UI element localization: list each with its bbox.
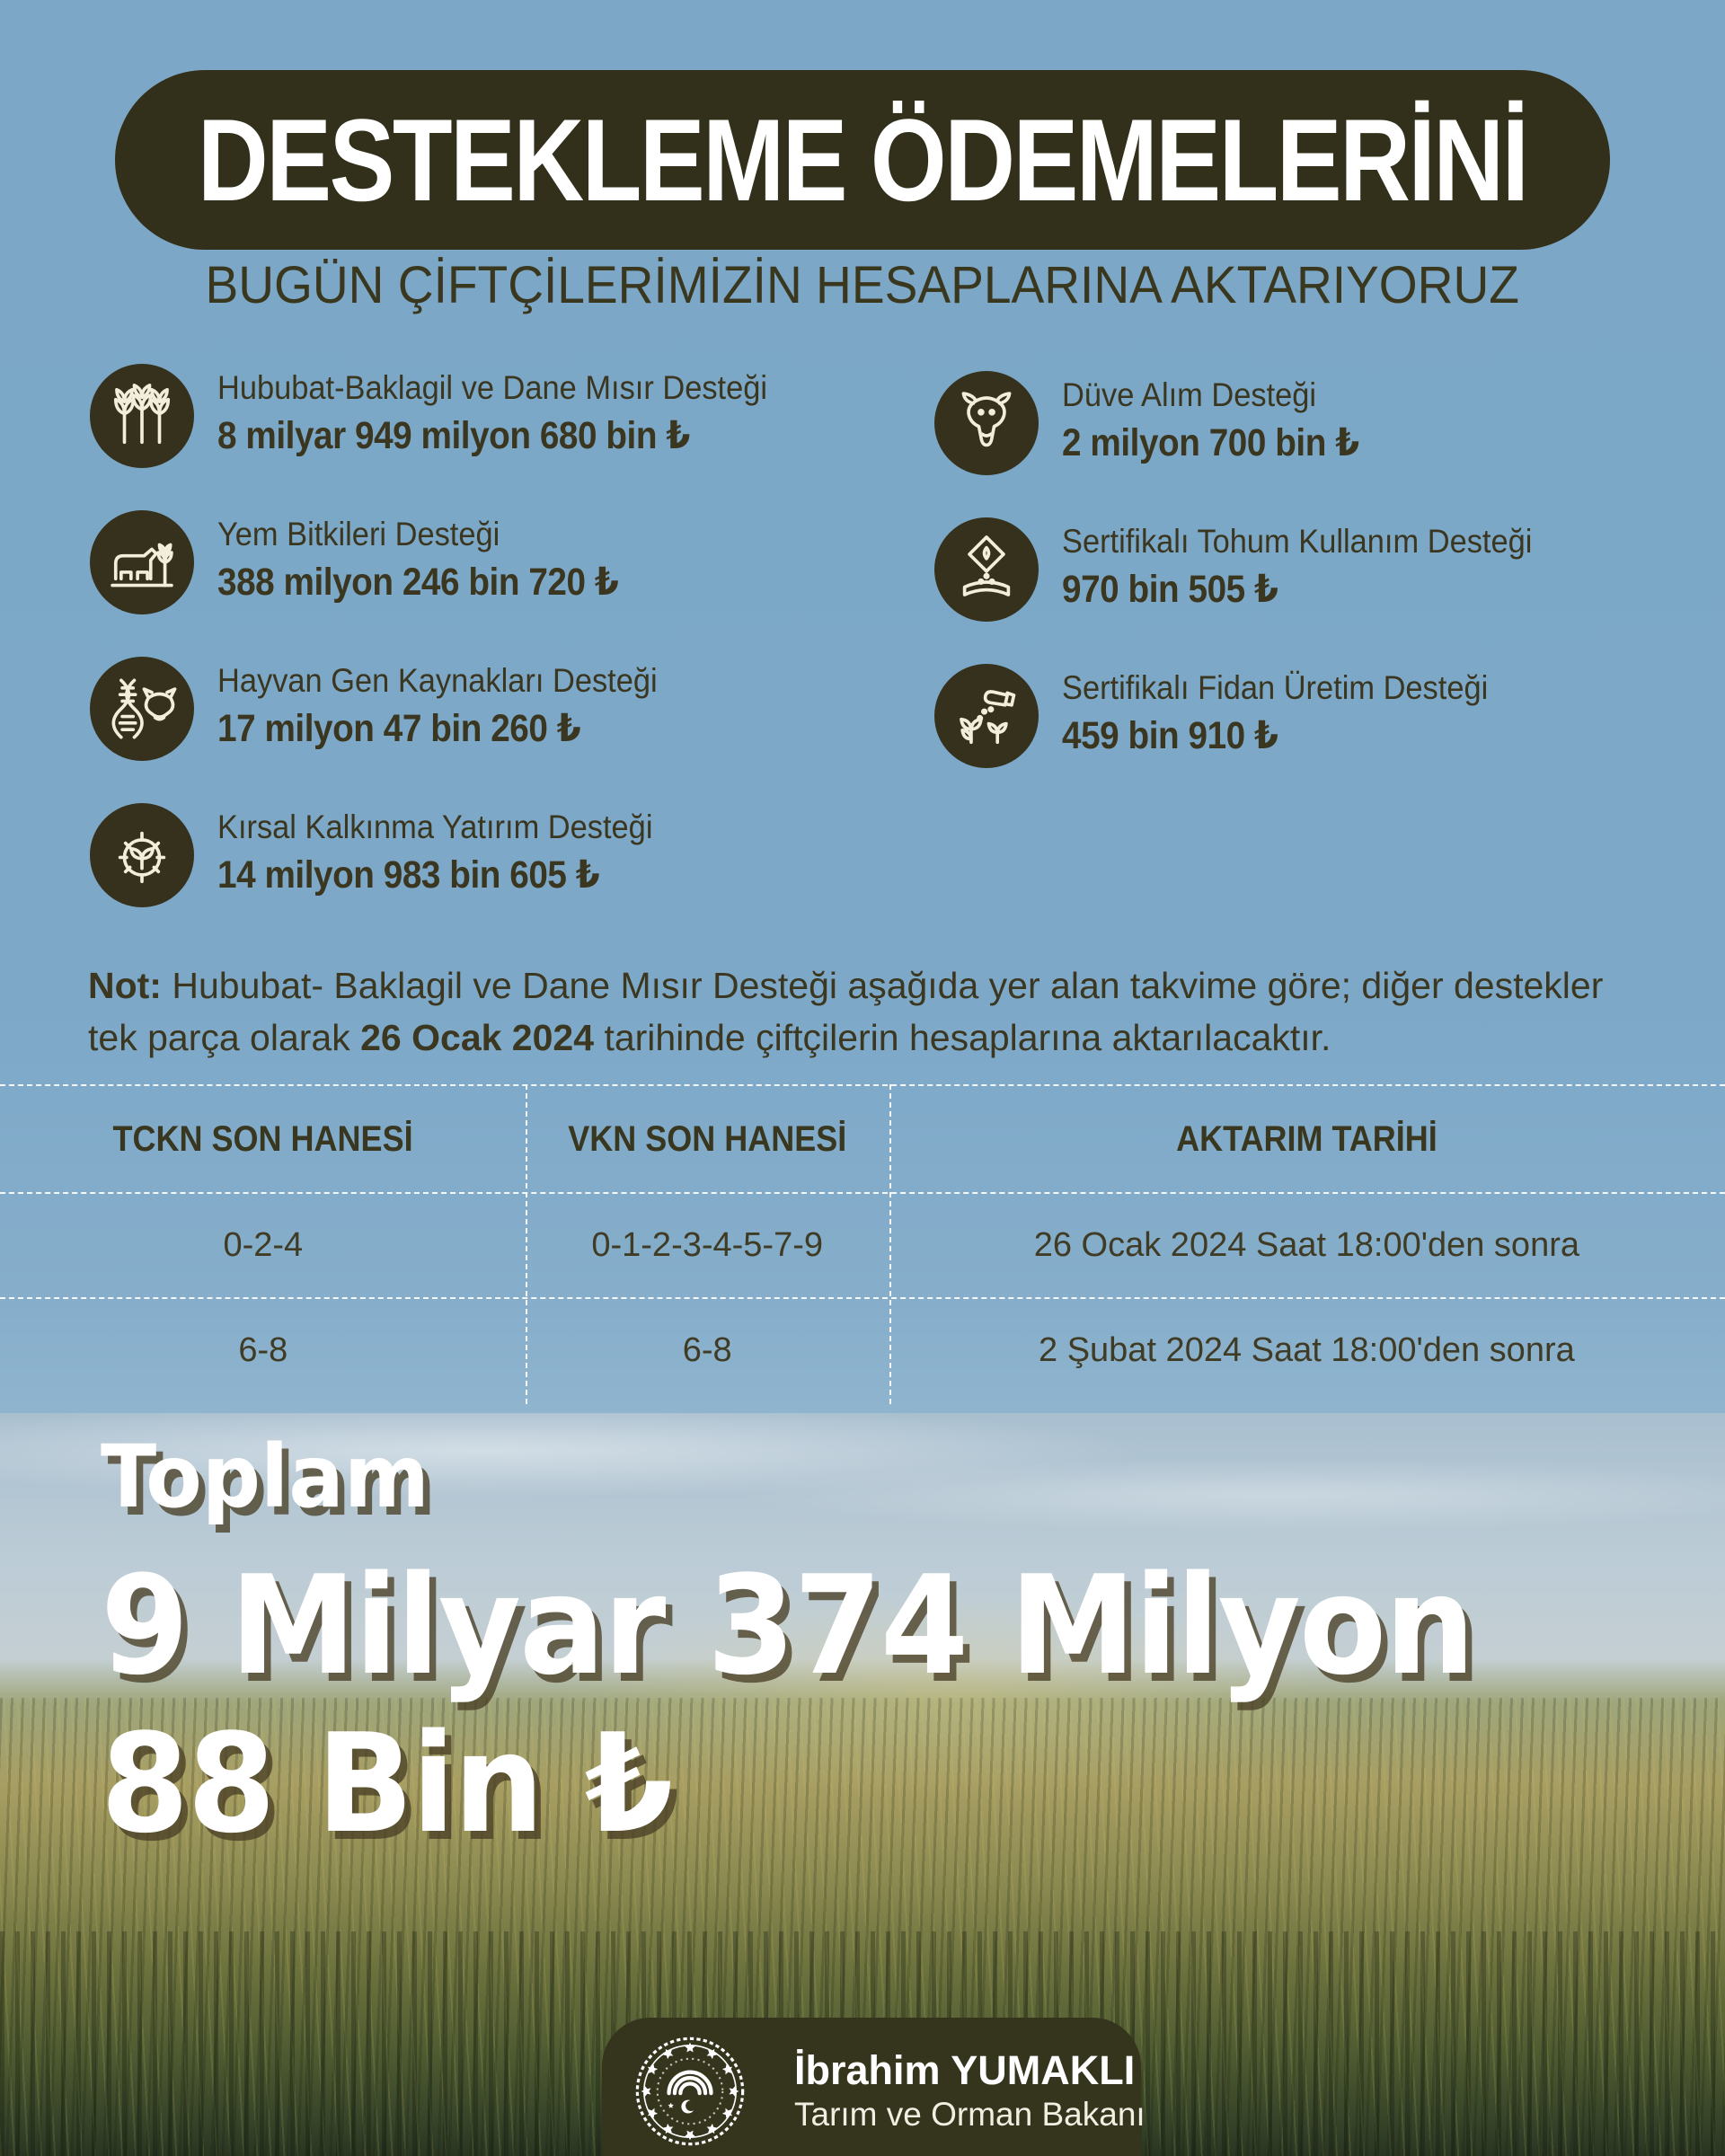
title-banner: DESTEKLEME ÖDEMELERİNİ	[115, 70, 1610, 250]
support-amount: 2 milyon 700 bin ₺	[1062, 421, 1359, 464]
support-items: Hububat-Baklagil ve Dane Mısır Desteği 8…	[90, 364, 1698, 948]
support-label: Sertifikalı Tohum Kullanım Desteği	[1062, 523, 1533, 560]
hand-sowing-icon	[934, 664, 1039, 768]
total-line-2: 88 Bin ₺	[101, 1704, 673, 1863]
table-header-vkn: VKN SON HANESİ	[568, 1118, 847, 1159]
table-cell-vkn: 6-8	[682, 1331, 732, 1369]
total-amount-block: Toplam 9 Milyar 374 Milyon 88 Bin ₺	[101, 1427, 1577, 1863]
table-header-tarih: AKTARIM TARİHİ	[1176, 1118, 1438, 1159]
support-item-yem: Yem Bitkileri Desteği 388 milyon 246 bin…	[90, 510, 880, 657]
table-cell-tckn: 0-2-4	[223, 1226, 304, 1264]
support-item-duve: Düve Alım Desteği 2 milyon 700 bin ₺	[934, 371, 1698, 517]
table-cell-tckn: 6-8	[238, 1331, 288, 1369]
minister-name: İbrahim YUMAKLI	[794, 2047, 1136, 2093]
table-header-row: TCKN SON HANESİ VKN SON HANESİ AKTARIM T…	[0, 1084, 1725, 1192]
support-item-hayvan-gen: Hayvan Gen Kaynakları Desteği 17 milyon …	[90, 657, 880, 803]
support-label: Hayvan Gen Kaynakları Desteği	[217, 662, 658, 699]
total-label: Toplam	[101, 1427, 429, 1527]
ministry-seal-icon	[635, 2037, 745, 2146]
minister-role: Tarım ve Orman Bakanı	[794, 2096, 1146, 2133]
support-amount: 17 milyon 47 bin 260 ₺	[217, 707, 581, 750]
support-label: Sertifikalı Fidan Üretim Desteği	[1062, 669, 1489, 706]
minister-footer: İbrahim YUMAKLI Tarım ve Orman Bakanı	[602, 2018, 1146, 2156]
wheat-icon	[90, 364, 194, 468]
support-column-right: Düve Alım Desteği 2 milyon 700 bin ₺ Ser…	[934, 371, 1698, 810]
page-title: DESTEKLEME ÖDEMELERİNİ	[198, 94, 1529, 225]
support-amount: 459 bin 910 ₺	[1062, 714, 1278, 757]
table-cell-tarih: 26 Ocak 2024 Saat 18:00'den sonra	[1033, 1226, 1579, 1264]
support-amount: 388 milyon 246 bin 720 ₺	[217, 561, 619, 604]
heifer-head-icon	[934, 371, 1039, 475]
seed-packet-icon	[934, 517, 1039, 622]
support-label: Hububat-Baklagil ve Dane Mısır Desteği	[217, 369, 768, 406]
table-divider	[526, 1084, 527, 1404]
table-cell-vkn: 0-1-2-3-4-5-7-9	[591, 1226, 824, 1264]
table-row: 0-2-4 0-1-2-3-4-5-7-9 26 Ocak 2024 Saat …	[0, 1192, 1725, 1297]
support-item-tohum: Sertifikalı Tohum Kullanım Desteği 970 b…	[934, 517, 1698, 664]
cow-grazing-icon	[90, 510, 194, 614]
support-amount: 8 milyar 949 milyon 680 bin ₺	[217, 414, 690, 457]
payment-schedule-table: TCKN SON HANESİ VKN SON HANESİ AKTARIM T…	[0, 1084, 1725, 1404]
gear-sprout-icon	[90, 803, 194, 907]
dna-cow-icon	[90, 657, 194, 761]
support-amount: 970 bin 505 ₺	[1062, 568, 1278, 611]
support-amount: 14 milyon 983 bin 605 ₺	[217, 853, 600, 897]
table-cell-tarih: 2 Şubat 2024 Saat 18:00'den sonra	[1039, 1331, 1575, 1369]
support-item-hububat: Hububat-Baklagil ve Dane Mısır Desteği 8…	[90, 364, 880, 510]
table-header-tckn: TCKN SON HANESİ	[112, 1118, 413, 1159]
support-column-left: Hububat-Baklagil ve Dane Mısır Desteği 8…	[90, 364, 880, 950]
support-label: Kırsal Kalkınma Yatırım Desteği	[217, 808, 653, 845]
support-label: Yem Bitkileri Desteği	[217, 516, 500, 552]
total-line-1: 9 Milyar 374 Milyon	[101, 1546, 1475, 1705]
table-row: 6-8 6-8 2 Şubat 2024 Saat 18:00'den sonr…	[0, 1297, 1725, 1402]
page-subtitle: BUGÜN ÇİFTÇİLERİMİZİN HESAPLARINA AKTARI…	[205, 256, 1520, 314]
support-item-fidan: Sertifikalı Fidan Üretim Desteği 459 bin…	[934, 664, 1698, 810]
support-item-kirsal: Kırsal Kalkınma Yatırım Desteği 14 milyo…	[90, 803, 880, 950]
payment-note: Not: Hububat- Baklagil ve Dane Mısır Des…	[88, 965, 1604, 1058]
support-label: Düve Alım Desteği	[1062, 376, 1317, 413]
table-divider	[889, 1084, 891, 1404]
